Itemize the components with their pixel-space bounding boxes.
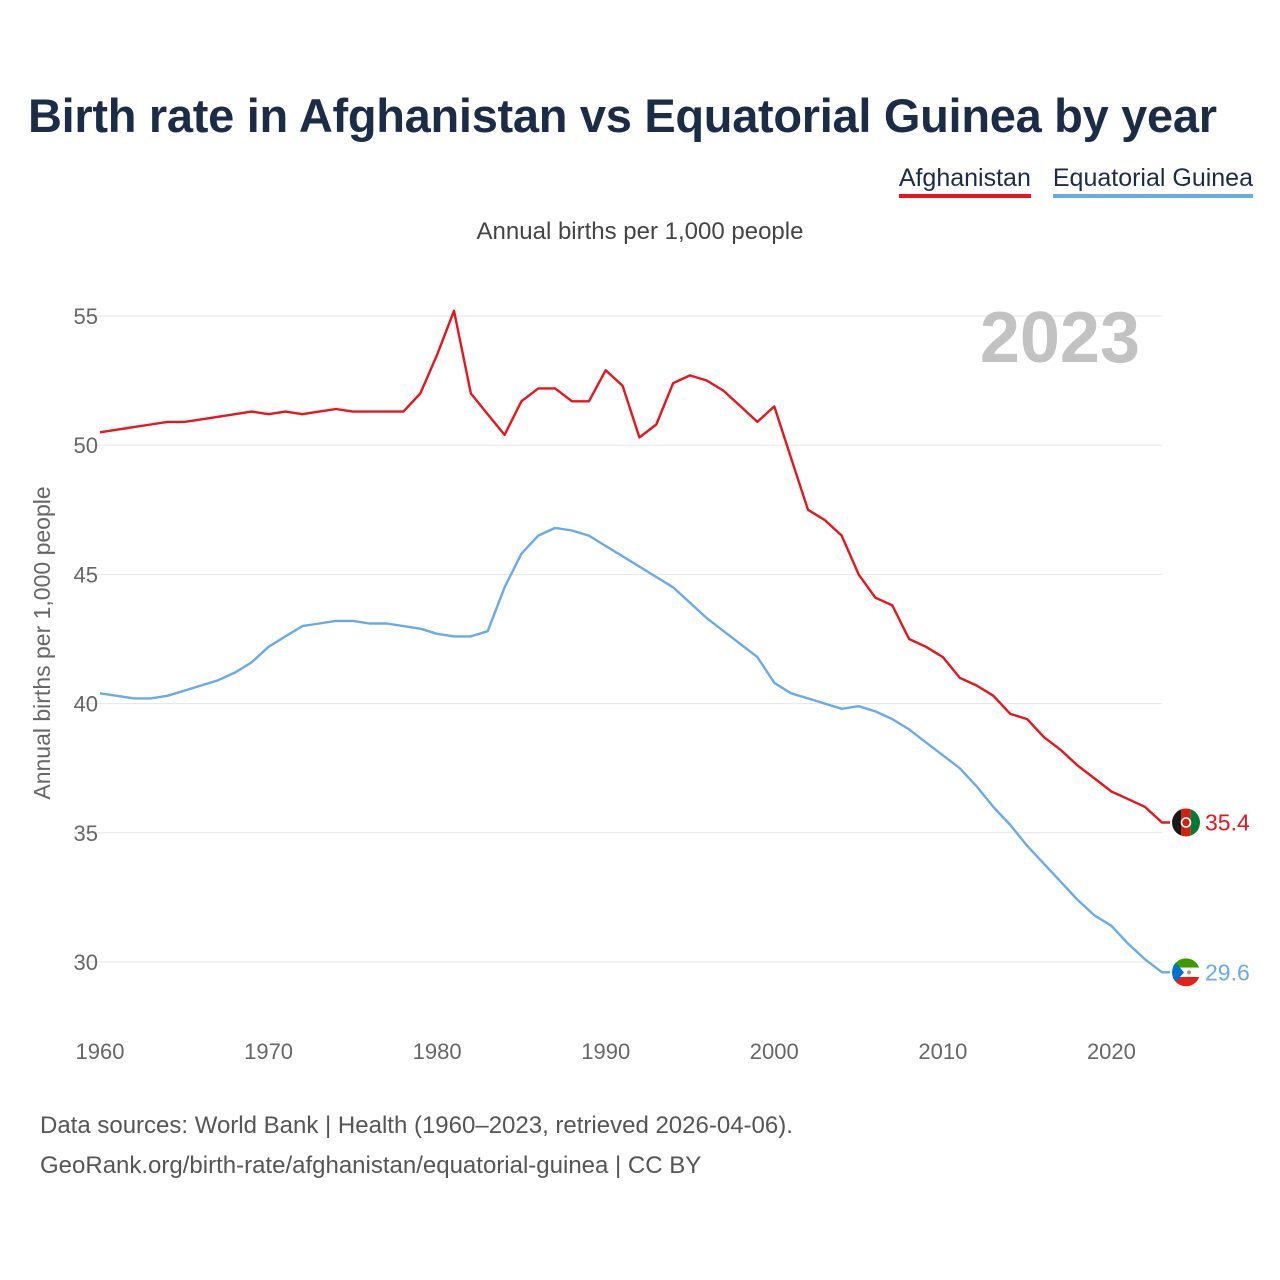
y-tick-label: 55 (74, 304, 98, 329)
data-source-text: Data sources: World Bank | Health (1960–… (40, 1112, 793, 1139)
series-line-afghanistan (99, 309, 1170, 824)
end-value-label: 35.4 (1205, 809, 1250, 835)
legend-item-equatorial-guinea[interactable]: Equatorial Guinea (1052, 164, 1253, 198)
chart-title: Birth rate in Afghanistan vs Equatorial … (28, 89, 1217, 142)
chart-subtitle: Annual births per 1,000 people (476, 218, 804, 245)
y-tick-label: 50 (74, 433, 98, 458)
legend: Afghanistan Equatorial Guinea (898, 164, 1253, 198)
x-tick-label: 2010 (918, 1039, 967, 1064)
x-tick-label: 1990 (581, 1039, 630, 1064)
x-tick-label: 2000 (750, 1039, 799, 1064)
x-tick-label: 1960 (76, 1039, 125, 1064)
source-url-text[interactable]: GeoRank.org/birth-rate/afghanistan/equat… (40, 1152, 702, 1179)
x-tick-label: 2020 (1087, 1039, 1136, 1064)
series-line-equatorial-guinea (99, 526, 1170, 974)
x-tick-label: 1970 (244, 1039, 293, 1064)
x-tick-label: 1980 (413, 1039, 462, 1064)
end-value-label: 29.6 (1205, 959, 1250, 985)
y-tick-label: 45 (74, 562, 98, 587)
y-tick-label: 35 (74, 821, 98, 846)
y-tick-label: 40 (74, 692, 98, 717)
equatorial-guinea-flag-icon (1172, 958, 1200, 987)
year-watermark: 2023 (980, 298, 1140, 378)
legend-item-afghanistan[interactable]: Afghanistan (898, 164, 1031, 198)
y-axis-label: Annual births per 1,000 people (29, 486, 55, 799)
afghanistan-flag-icon (1172, 808, 1200, 837)
y-tick-label: 30 (74, 950, 98, 975)
footer: Data sources: World Bank | Health (1960–… (40, 1106, 793, 1186)
line-chart: 30 35 40 45 50 55 1960 1970 1980 1990 2000 2010 2020… (29, 298, 1250, 1064)
